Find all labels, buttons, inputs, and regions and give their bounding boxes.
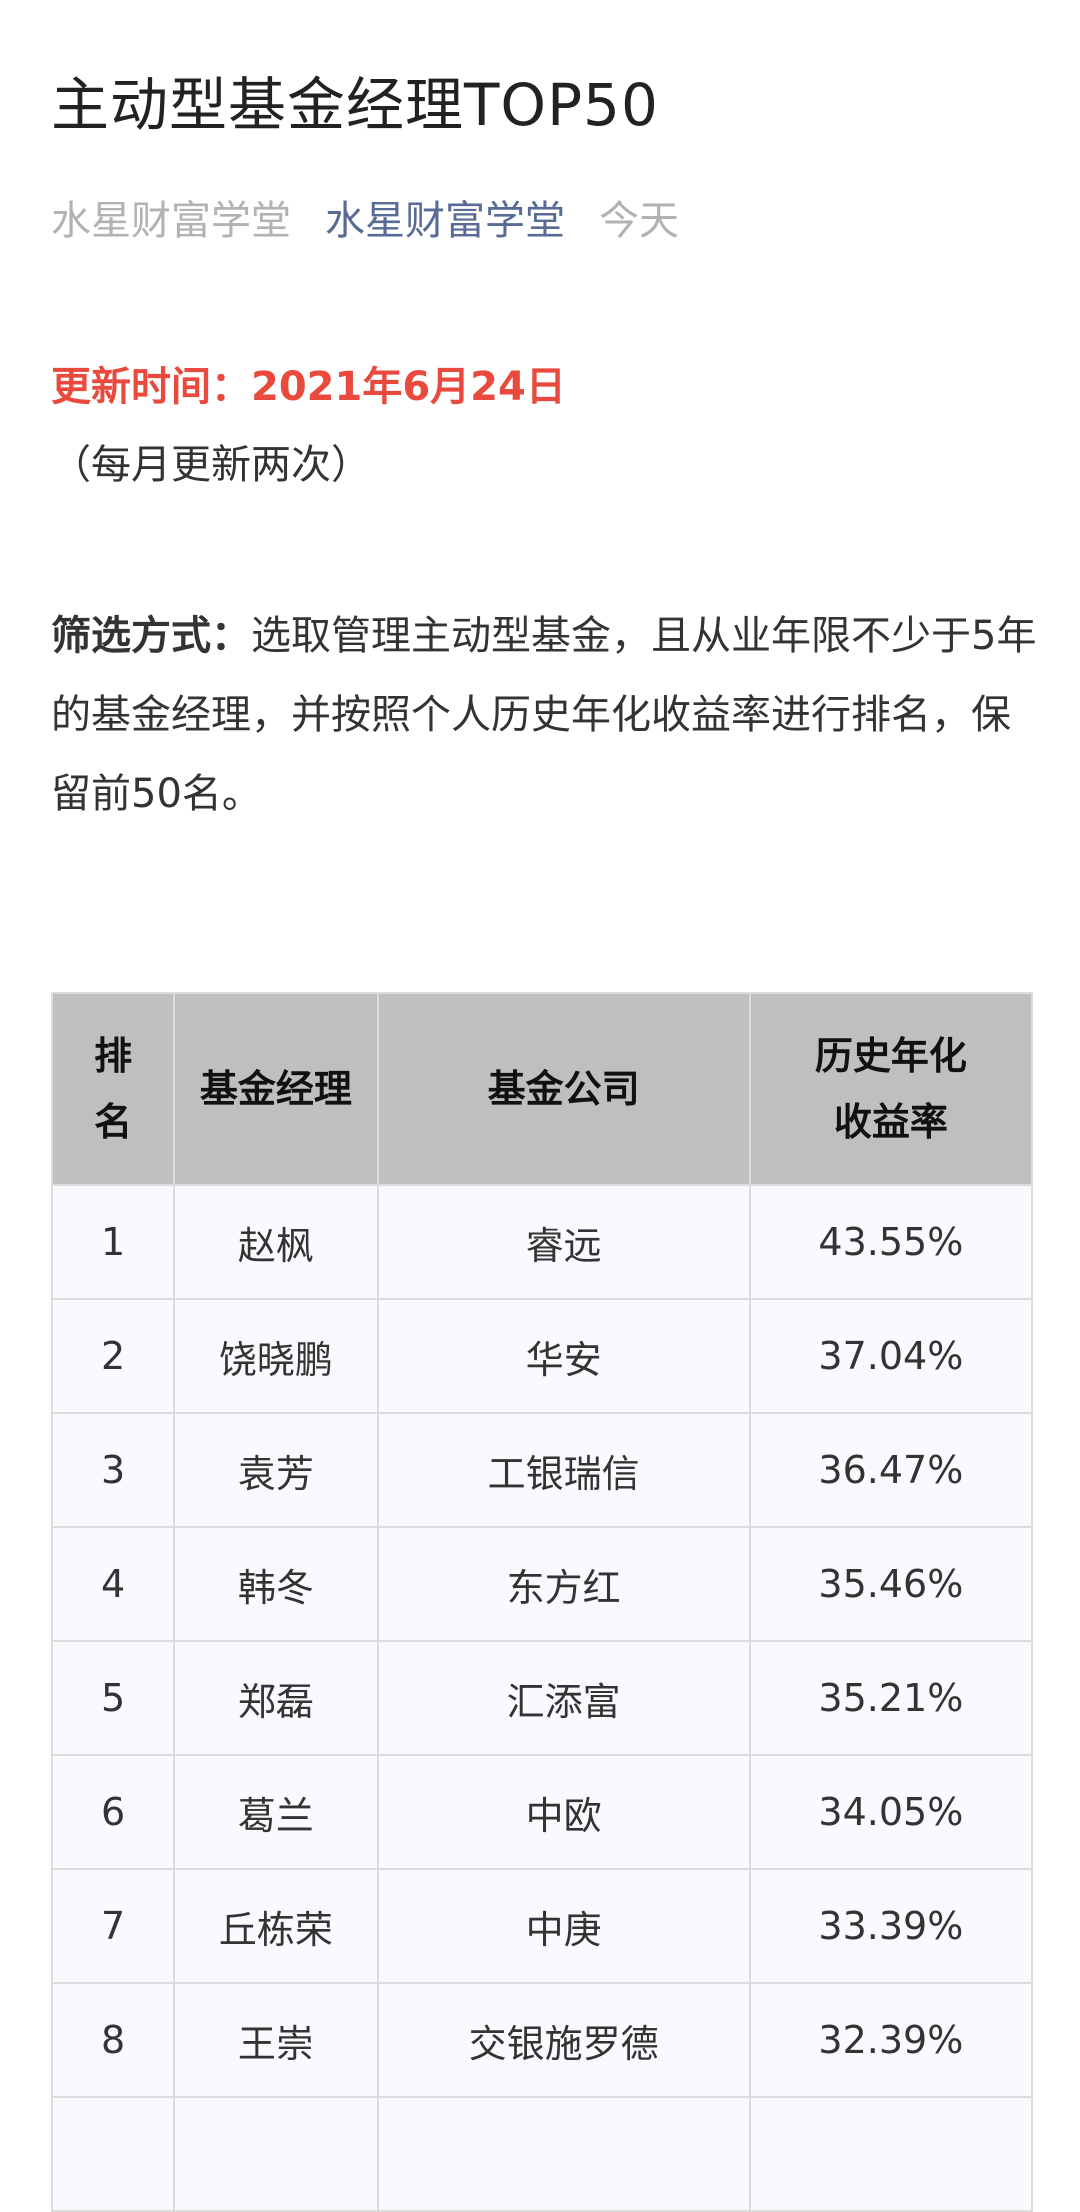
manager-cell: 韩冬 xyxy=(173,1526,379,1642)
company-cell: 中庚 xyxy=(376,1868,751,1984)
header-rank: 排名 xyxy=(50,992,176,1186)
table-header-row: 排名 基金经理 基金公司 历史年化收益率 xyxy=(50,992,1034,1186)
rank-cell: 2 xyxy=(50,1298,176,1414)
manager-cell: 郑磊 xyxy=(173,1640,379,1756)
publish-date: 今天 xyxy=(599,198,679,244)
rank-cell: 4 xyxy=(50,1526,176,1642)
rank-cell: 8 xyxy=(50,1982,176,2098)
empty-cell xyxy=(748,2096,1034,2212)
rank-cell: 3 xyxy=(50,1412,176,1528)
account-link[interactable]: 水星财富学堂 xyxy=(325,198,565,244)
table-row: 6 葛兰 中欧 34.05% xyxy=(50,1754,1034,1870)
update-time: 更新时间：2021年6月24日 xyxy=(51,364,566,410)
table-row: 5 郑磊 汇添富 35.21% xyxy=(50,1640,1034,1756)
return-cell: 32.39% xyxy=(748,1982,1034,2098)
manager-cell: 丘栋荣 xyxy=(173,1868,379,1984)
header-manager: 基金经理 xyxy=(173,992,379,1186)
table-row: 1 赵枫 睿远 43.55% xyxy=(50,1184,1034,1300)
company-cell: 交银施罗德 xyxy=(376,1982,751,2098)
empty-cell xyxy=(376,2096,751,2212)
table-row: 3 袁芳 工银瑞信 36.47% xyxy=(50,1412,1034,1528)
header-return: 历史年化收益率 xyxy=(748,992,1034,1186)
table-row: 7 丘栋荣 中庚 33.39% xyxy=(50,1868,1034,1984)
manager-cell: 葛兰 xyxy=(173,1754,379,1870)
return-cell: 35.21% xyxy=(748,1640,1034,1756)
company-cell: 睿远 xyxy=(376,1184,751,1300)
return-cell: 43.55% xyxy=(748,1184,1034,1300)
manager-cell: 王崇 xyxy=(173,1982,379,2098)
update-frequency: （每月更新两次） xyxy=(51,442,371,488)
empty-cell xyxy=(173,2096,379,2212)
company-cell: 汇添富 xyxy=(376,1640,751,1756)
author-name: 水星财富学堂 xyxy=(51,198,291,244)
filter-description: 筛选方式：选取管理主动型基金，且从业年限不少于5年的基金经理，并按照个人历史年化… xyxy=(51,597,1041,834)
rank-cell: 7 xyxy=(50,1868,176,1984)
return-cell: 37.04% xyxy=(748,1298,1034,1414)
company-cell: 东方红 xyxy=(376,1526,751,1642)
return-cell: 33.39% xyxy=(748,1868,1034,1984)
company-cell: 华安 xyxy=(376,1298,751,1414)
empty-cell xyxy=(50,2096,176,2212)
return-cell: 35.46% xyxy=(748,1526,1034,1642)
manager-cell: 袁芳 xyxy=(173,1412,379,1528)
return-cell: 34.05% xyxy=(748,1754,1034,1870)
manager-cell: 饶晓鹏 xyxy=(173,1298,379,1414)
filter-text: 选取管理主动型基金，且从业年限不少于5年的基金经理，并按照个人历史年化收益率进行… xyxy=(51,613,1037,817)
table-row: 8 王崇 交银施罗德 32.39% xyxy=(50,1982,1034,2098)
table-row: 4 韩冬 东方红 35.46% xyxy=(50,1526,1034,1642)
company-cell: 中欧 xyxy=(376,1754,751,1870)
rank-cell: 5 xyxy=(50,1640,176,1756)
filter-label: 筛选方式： xyxy=(51,613,251,659)
ranking-table: 排名 基金经理 基金公司 历史年化收益率 1 赵枫 睿远 43.55% 2 饶晓鹏 华安 37… xyxy=(50,992,1034,2212)
article-meta: 水星财富学堂 水星财富学堂 今天 xyxy=(51,188,713,246)
manager-cell: 赵枫 xyxy=(173,1184,379,1300)
table-row: 2 饶晓鹏 华安 37.04% xyxy=(50,1298,1034,1414)
table-row-partial xyxy=(50,2096,1034,2212)
rank-cell: 1 xyxy=(50,1184,176,1300)
return-cell: 36.47% xyxy=(748,1412,1034,1528)
company-cell: 工银瑞信 xyxy=(376,1412,751,1528)
article-title: 主动型基金经理TOP50 xyxy=(51,71,659,139)
header-company: 基金公司 xyxy=(376,992,751,1186)
rank-cell: 6 xyxy=(50,1754,176,1870)
